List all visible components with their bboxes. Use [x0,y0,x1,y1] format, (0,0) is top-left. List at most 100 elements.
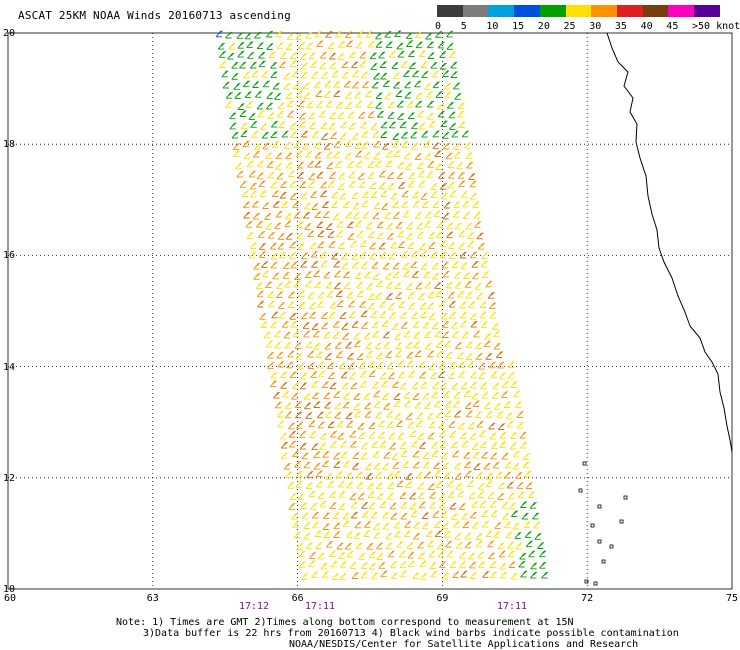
wind-barb [351,320,359,328]
wind-barb [416,162,424,170]
wind-barb [290,320,298,328]
wind-barb [380,121,388,129]
wind-barb [322,523,330,530]
wind-barb [256,290,264,298]
wind-barb [292,82,301,90]
wind-barb [257,300,265,308]
wind-barb [259,190,267,198]
wind-barb [257,110,265,118]
wind-barb [342,512,350,520]
wind-barb [312,330,321,338]
wind-barb [356,353,364,360]
wind-barb [514,532,522,539]
wind-barb [432,130,440,138]
wind-barb [433,210,441,218]
wind-barb [397,230,405,238]
island [584,579,589,584]
wind-barb [504,471,512,479]
wind-barb [482,570,490,578]
wind-barb [329,550,337,557]
wind-barb [265,30,274,38]
wind-barb [295,33,303,40]
wind-barb [403,530,411,538]
wind-barb [469,251,478,259]
colorbar-swatch [668,5,695,17]
wind-barb [305,542,313,550]
wind-barb [507,420,515,428]
wind-barb [314,151,322,159]
wind-barb [410,312,419,320]
wind-barb [248,113,256,120]
wind-barb [507,550,515,558]
wind-barb [283,462,291,470]
island [590,523,595,528]
wind-barb [414,153,422,160]
wind-barb [288,502,296,510]
wind-barb [298,560,306,568]
wind-barb [336,420,344,428]
wind-barb [317,230,325,238]
wind-barb [382,80,390,88]
wind-barb [252,212,260,220]
wind-barb [387,182,395,190]
wind-barb [359,60,367,68]
wind-barb [320,190,328,198]
wind-barb [248,170,256,178]
wind-barb [412,450,420,458]
wind-barb [311,203,319,210]
wind-barb [375,32,383,40]
wind-barb [426,540,435,548]
wind-barb [304,402,312,410]
wind-barb [373,522,381,530]
wind-barb [231,72,239,80]
wind-barb [305,482,313,489]
wind-barb [278,311,286,319]
wind-barb [428,362,436,370]
wind-barb [469,432,477,440]
wind-barb [317,492,325,500]
wind-barb [262,270,270,277]
wind-barb [283,141,292,149]
wind-barb [316,40,324,48]
wind-barb [435,290,443,298]
wind-barb [424,220,432,228]
wind-barb [390,192,398,200]
wind-barb [460,570,468,578]
wind-barb [483,340,491,348]
wind-barb [516,421,524,429]
wind-barb [453,82,461,90]
wind-barb [386,410,394,418]
wind-barb [338,503,346,510]
wind-barb [473,330,481,338]
wind-barb [246,41,254,49]
wind-barb [371,381,380,389]
wind-barb [386,362,394,369]
wind-barb [341,61,349,69]
wind-barb [497,361,505,369]
wind-barb [450,321,459,329]
wind-barb [385,41,393,49]
wind-barb [373,400,381,408]
wind-barb [328,240,336,248]
wind-barb [387,302,396,310]
wind-barb [323,331,331,339]
wind-barb [433,400,442,408]
colorbar-label: >50 knots [692,21,740,32]
wind-barb [342,392,351,400]
wind-barb [385,532,393,540]
wind-barb [427,302,435,310]
wind-barb [338,490,346,498]
wind-barb [274,330,282,338]
wind-barb [401,190,409,198]
wind-barb [275,162,283,170]
wind-barb [403,70,411,78]
wind-barb [432,272,440,280]
wind-barb [470,320,478,328]
wind-barb [469,572,477,579]
wind-barb [483,462,491,470]
wind-barb [297,242,305,250]
wind-barb [236,170,244,178]
wind-barb [439,441,447,448]
wind-barb [426,170,434,178]
wind-barb [249,190,257,198]
